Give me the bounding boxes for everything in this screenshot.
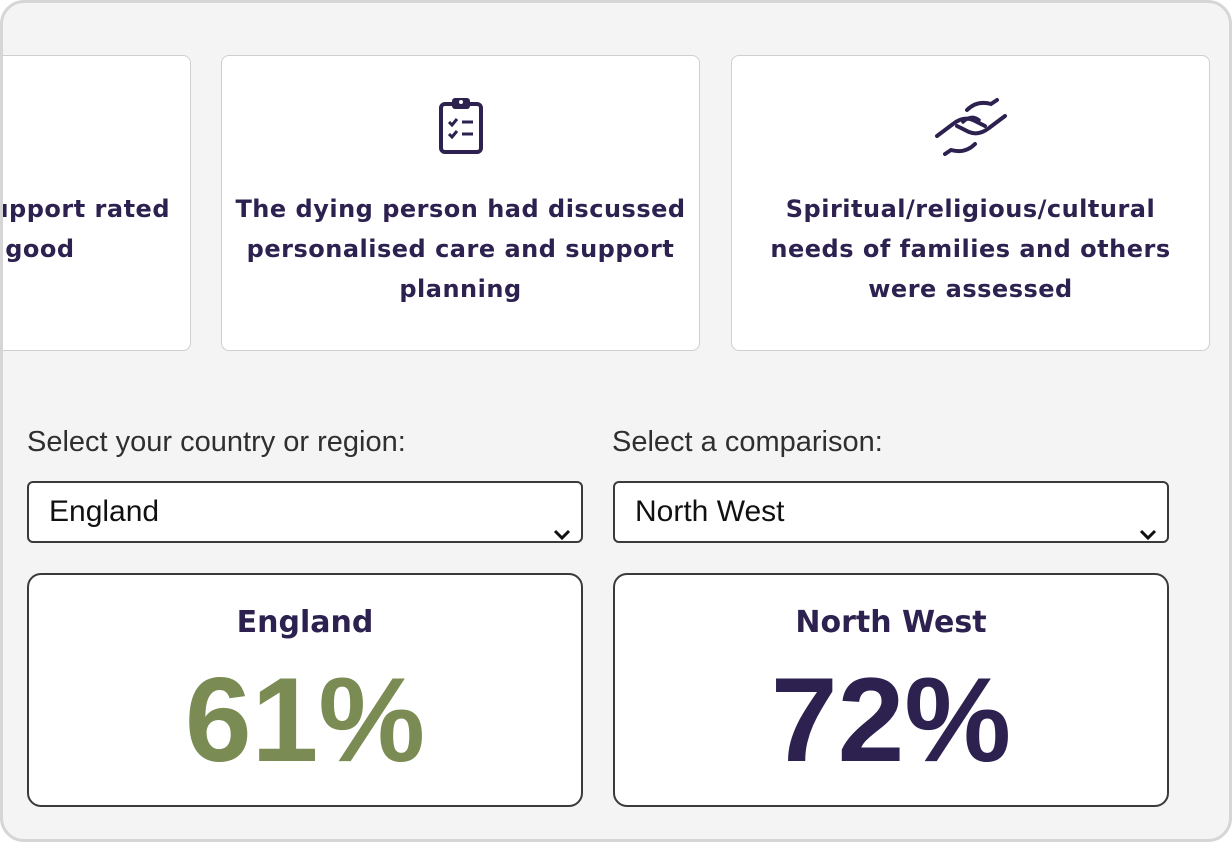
region-select[interactable]: England [27, 481, 583, 543]
card-text: The dying person had discussed personali… [235, 195, 686, 303]
region-select-label: Select your country or region: [27, 426, 406, 458]
primary-result-value: 61% [184, 653, 426, 787]
card-text: upport rated r good [0, 189, 190, 269]
stat-card-personalised-care[interactable]: The dying person had discussed personali… [221, 55, 700, 351]
card-text-line-2: r good [3, 235, 75, 263]
clipboard-checklist-icon [437, 96, 485, 168]
comparison-result-name: North West [795, 605, 987, 640]
comparison-select[interactable]: North West [613, 481, 1169, 543]
comparison-select-value: North West [635, 495, 785, 528]
comparison-result-card: North West 72% [613, 573, 1169, 807]
primary-result-name: England [236, 605, 374, 640]
stat-card-spiritual-needs[interactable]: Spiritual/religious/cultural needs of fa… [731, 55, 1210, 351]
handshake-icon [933, 96, 1009, 170]
chevron-down-icon [1139, 503, 1157, 561]
primary-result-card: England 61% [27, 573, 583, 807]
comparison-select-label: Select a comparison: [612, 426, 883, 458]
card-text: Spiritual/religious/cultural needs of fa… [770, 195, 1171, 303]
comparison-result-value: 72% [770, 653, 1012, 787]
card-text-line-1: upport rated [0, 195, 170, 223]
region-select-value: England [49, 495, 160, 528]
chevron-down-icon [553, 503, 571, 561]
stat-card-support-rated: upport rated r good [0, 55, 191, 351]
